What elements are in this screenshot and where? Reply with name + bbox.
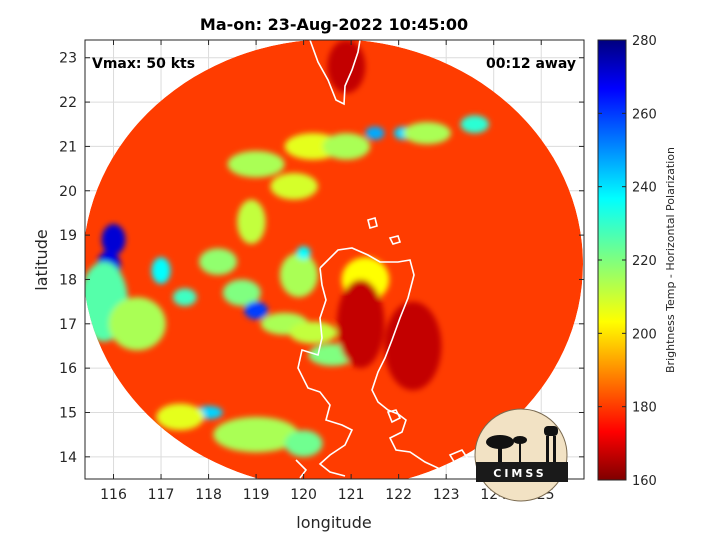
- brightness-feature: [151, 257, 171, 284]
- x-tick-label: 118: [195, 487, 222, 503]
- x-tick-label: 123: [433, 487, 460, 503]
- brightness-feature: [289, 321, 337, 344]
- colorbar-tick-label: 200: [632, 327, 657, 342]
- logo-text: CIMSS: [493, 467, 546, 480]
- x-tick-label: 119: [243, 487, 270, 503]
- coastlines: [295, 40, 472, 479]
- x-tick-label: 116: [100, 487, 127, 503]
- coast-islet-1: [367, 217, 378, 229]
- brightness-feature: [296, 246, 311, 260]
- coast-polillo: [386, 409, 402, 424]
- y-axis-ticks: 14 15 16 17 18 19 20 21 22 23: [59, 51, 584, 466]
- brightness-feature: [403, 122, 451, 145]
- brightness-feature: [270, 173, 318, 200]
- colorbar-ticks: 160 180 200 220 240 260 280: [598, 34, 657, 489]
- x-tick-label: 121: [338, 487, 365, 503]
- brightness-feature: [327, 40, 366, 94]
- tower-leg-left: [546, 436, 549, 462]
- colorbar: [597, 39, 627, 481]
- colorbar-tick-label: 260: [632, 107, 657, 122]
- colorbar-tick-label: 180: [632, 401, 657, 416]
- coast-luzon: [297, 247, 441, 479]
- time-offset-annotation: 00:12 away: [486, 56, 576, 72]
- brightness-feature: [365, 126, 385, 140]
- y-tick-label: 18: [59, 272, 77, 288]
- tower-leg-right: [553, 436, 556, 462]
- coast-taiwan: [309, 40, 361, 106]
- brightness-feature: [199, 248, 238, 276]
- brightness-feature: [237, 199, 266, 244]
- y-tick-label: 19: [59, 228, 77, 244]
- x-tick-label: 120: [290, 487, 317, 503]
- y-tick-label: 15: [59, 405, 77, 421]
- x-tick-label: 122: [385, 487, 412, 503]
- brightness-feature: [227, 150, 285, 178]
- x-axis-label: longitude: [296, 513, 371, 532]
- y-tick-label: 17: [59, 317, 77, 333]
- brightness-feature: [322, 133, 371, 160]
- water-tower-icon: [544, 426, 558, 436]
- brightness-feature: [244, 301, 268, 320]
- brightness-feature: [284, 430, 323, 457]
- brightness-feature: [156, 403, 204, 431]
- brightness-feature: [222, 279, 261, 307]
- x-tick-label: 117: [148, 487, 175, 503]
- colorbar-label: Brightness Temp - Horizontal Polarizatio…: [664, 147, 677, 373]
- y-tick-label: 14: [59, 450, 77, 466]
- coast-mindoro: [295, 459, 308, 479]
- brightness-feature: [108, 297, 166, 351]
- dish-stand: [498, 444, 502, 462]
- brightness-feature: [460, 115, 489, 134]
- swath-background: [85, 40, 583, 479]
- brightness-feature: [336, 279, 385, 369]
- colorbar-tick-label: 160: [632, 474, 657, 489]
- brightness-feature: [172, 288, 197, 307]
- y-tick-label: 22: [59, 95, 77, 111]
- brightness-features: [85, 40, 489, 457]
- y-axis-label: latitude: [32, 229, 51, 290]
- chart-title: Ma-on: 23-Aug-2022 10:45:00: [200, 15, 468, 34]
- colorbar-tick-label: 240: [632, 181, 657, 196]
- brightness-feature: [279, 252, 318, 298]
- logo-band: [476, 462, 568, 482]
- small-dish-stand: [519, 440, 521, 462]
- y-tick-label: 20: [59, 184, 77, 200]
- cimss-logo: CIMSS: [474, 408, 568, 502]
- y-tick-label: 16: [59, 361, 77, 377]
- y-tick-label: 21: [59, 139, 77, 155]
- brightness-feature: [213, 416, 299, 453]
- y-tick-label: 23: [59, 51, 77, 67]
- brightness-feature: [384, 301, 442, 391]
- coast-islet-2: [388, 235, 402, 245]
- vmax-annotation: Vmax: 50 kts: [92, 56, 195, 72]
- colorbar-tick-label: 220: [632, 254, 657, 269]
- brightness-feature: [101, 224, 126, 256]
- axes-frame: [84, 39, 585, 480]
- satellite-dish-icon: [486, 435, 514, 449]
- coast-catanduanes: [448, 449, 472, 470]
- colorbar-tick-label: 280: [632, 34, 657, 49]
